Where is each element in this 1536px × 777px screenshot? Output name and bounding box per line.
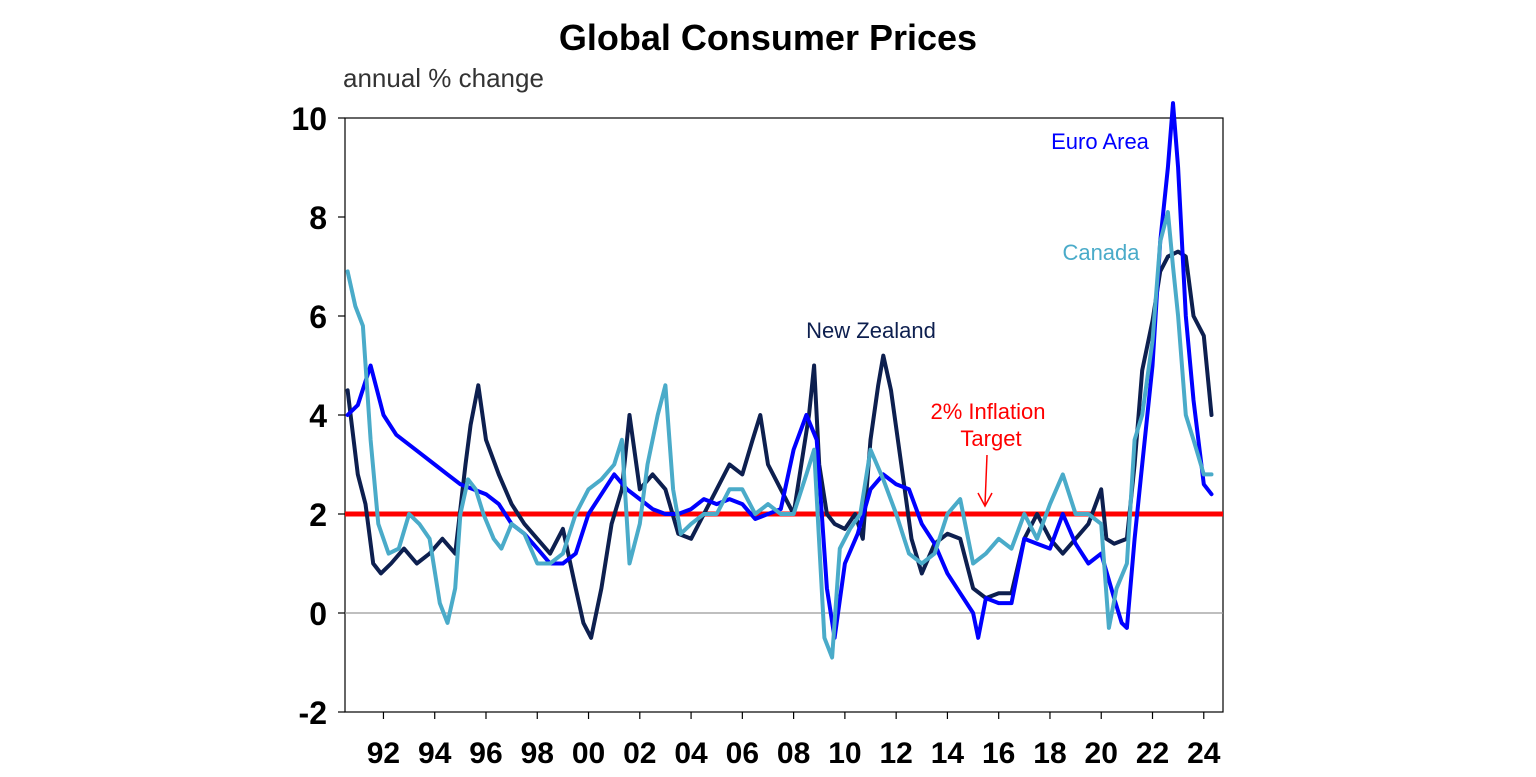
series-line-new-zealand <box>345 249 1214 640</box>
x-tick-label: 02 <box>623 737 656 770</box>
x-tick-label: 94 <box>418 737 452 770</box>
series-line-canada <box>345 210 1214 660</box>
x-tick-label: 18 <box>1033 737 1066 770</box>
x-tick-label: 24 <box>1187 737 1221 770</box>
x-tick-label: 16 <box>982 737 1015 770</box>
y-tick-label: 4 <box>309 398 327 434</box>
x-tick-label: 20 <box>1085 737 1118 770</box>
chart-subtitle: annual % change <box>343 63 544 93</box>
y-tick-label: 0 <box>309 596 327 632</box>
annotation-inflation-target-line1: 2% Inflation <box>931 399 1046 424</box>
y-tick-label: 8 <box>309 200 327 236</box>
y-tick-label: 10 <box>291 101 327 137</box>
x-tick-label: 10 <box>828 737 861 770</box>
x-tick-label: 14 <box>931 737 965 770</box>
y-axis: -2 0 2 4 6 8 10 <box>291 101 345 731</box>
x-tick-label: 08 <box>777 737 810 770</box>
x-tick-label: 12 <box>879 737 912 770</box>
x-tick-label: 98 <box>521 737 554 770</box>
x-tick-label: 92 <box>367 737 400 770</box>
y-tick-label: -2 <box>299 695 327 731</box>
x-tick-label: 22 <box>1136 737 1169 770</box>
series-layer <box>345 101 1214 660</box>
chart-title: Global Consumer Prices <box>559 17 977 58</box>
x-tick-label: 96 <box>469 737 502 770</box>
y-tick-label: 2 <box>309 497 327 533</box>
x-tick-label: 06 <box>726 737 759 770</box>
x-tick-label: 00 <box>572 737 605 770</box>
x-axis: 92 94 96 98 00 02 04 06 08 10 12 14 16 18 20 22 24 <box>367 712 1221 770</box>
annotation-euro-area: Euro Area <box>1051 129 1150 154</box>
plot-area <box>344 117 1224 713</box>
annotation-new-zealand: New Zealand <box>806 318 936 343</box>
inflation-target-arrow <box>977 454 993 508</box>
series-line-euro-area <box>345 101 1214 640</box>
annotation-canada: Canada <box>1062 240 1140 265</box>
x-tick-label: 04 <box>674 737 708 770</box>
y-tick-label: 6 <box>309 299 327 335</box>
annotation-inflation-target-line2: Target <box>960 426 1021 451</box>
